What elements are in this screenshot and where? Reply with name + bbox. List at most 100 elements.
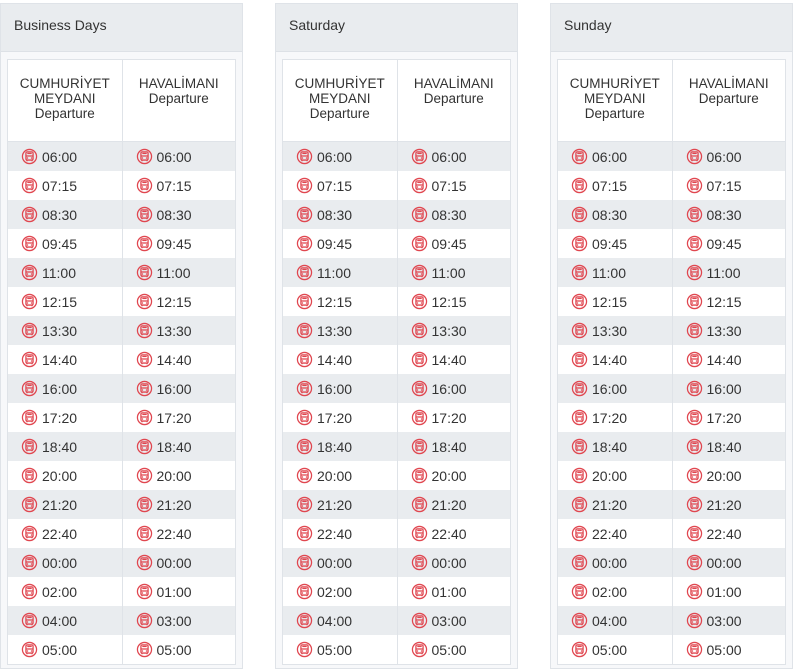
departure-time: 17:20	[42, 409, 78, 426]
departure-cell-cumhuriyet-meydani: 17:20	[8, 403, 122, 432]
departure-time: 06:00	[156, 148, 192, 165]
bus-icon	[686, 467, 702, 484]
bus-icon	[296, 148, 313, 165]
departure-time: 13:30	[431, 322, 467, 339]
departure-cell-cumhuriyet-meydani: 14:40	[283, 345, 397, 374]
departure-time: 11:00	[592, 264, 626, 281]
bus-icon	[411, 148, 427, 165]
table-row: 12:15 12:15	[558, 287, 785, 316]
table-row: 14:40 14:40	[558, 345, 785, 374]
departure-time: 18:40	[706, 438, 742, 455]
table-row: 09:45 09:45	[283, 229, 510, 258]
departure-cell-havalimani: 03:00	[671, 606, 786, 635]
departure-time: 20:00	[431, 467, 467, 484]
bus-icon	[296, 409, 313, 426]
departure-time: 07:15	[42, 177, 78, 194]
table-row: 04:00 03:00	[8, 606, 235, 635]
departure-cell-cumhuriyet-meydani: 08:30	[283, 200, 397, 229]
bus-icon	[296, 264, 313, 281]
departure-time: 20:00	[156, 467, 192, 484]
departure-time: 18:40	[431, 438, 467, 455]
departure-cell-cumhuriyet-meydani: 08:30	[8, 200, 122, 229]
table-row: 16:00 16:00	[283, 374, 510, 403]
departure-time: 05:00	[431, 641, 467, 658]
departure-cell-havalimani: 07:15	[396, 171, 511, 200]
departure-time: 16:00	[156, 380, 192, 397]
bus-icon	[686, 148, 702, 165]
panel-title: Sunday	[551, 4, 792, 52]
table-row: 18:40 18:40	[8, 432, 235, 461]
departure-time: 22:40	[431, 525, 467, 542]
departure-time: 04:00	[592, 612, 628, 629]
departure-time: 06:00	[317, 148, 353, 165]
departure-cell-havalimani: 13:30	[396, 316, 511, 345]
bus-icon	[21, 496, 38, 513]
bus-icon	[296, 206, 313, 223]
column-header-havalimani: HAVALİMANI Departure	[121, 60, 236, 141]
departure-cell-havalimani: 22:40	[121, 519, 236, 548]
table-row: 02:00 01:00	[8, 577, 235, 606]
departure-time: 20:00	[42, 467, 78, 484]
bus-icon	[21, 351, 38, 368]
bus-icon	[21, 322, 38, 339]
bus-icon	[571, 148, 588, 165]
departure-time: 21:20	[156, 496, 192, 513]
departure-time: 12:15	[592, 293, 628, 310]
bus-icon	[136, 612, 152, 629]
table-row: 00:00 00:00	[283, 548, 510, 577]
departure-time: 18:40	[592, 438, 628, 455]
table-row: 14:40 14:40	[8, 345, 235, 374]
departure-time: 05:00	[317, 641, 353, 658]
bus-icon	[571, 467, 588, 484]
departure-cell-cumhuriyet-meydani: 17:20	[283, 403, 397, 432]
departure-cell-havalimani: 07:15	[121, 171, 236, 200]
departure-cell-cumhuriyet-meydani: 08:30	[558, 200, 672, 229]
bus-icon	[571, 583, 588, 600]
bus-icon	[21, 235, 38, 252]
departure-cell-cumhuriyet-meydani: 21:20	[558, 490, 672, 519]
departure-cell-cumhuriyet-meydani: 02:00	[558, 577, 672, 606]
bus-icon	[686, 409, 702, 426]
table-body: 06:00 06:00 07:15 07:15 08:30 08:30 09:45 09:45…	[283, 142, 510, 664]
departure-cell-havalimani: 05:00	[396, 635, 511, 664]
departure-cell-cumhuriyet-meydani: 04:00	[283, 606, 397, 635]
bus-icon	[411, 206, 427, 223]
bus-icon	[686, 177, 702, 194]
bus-icon	[136, 322, 152, 339]
table-row: 21:20 21:20	[283, 490, 510, 519]
bus-icon	[21, 148, 38, 165]
bus-icon	[296, 612, 313, 629]
departure-cell-havalimani: 08:30	[121, 200, 236, 229]
departure-time: 22:40	[592, 525, 628, 542]
departure-cell-cumhuriyet-meydani: 22:40	[8, 519, 122, 548]
column-header-cumhuriyet-meydani: CUMHURİYET MEYDANI Departure	[19, 76, 110, 121]
bus-icon	[411, 641, 427, 658]
table-header: CUMHURİYET MEYDANI Departure HAVALİMANI …	[283, 60, 510, 142]
departure-time: 14:40	[431, 351, 467, 368]
departure-cell-havalimani: 06:00	[671, 142, 786, 171]
departure-time: 09:45	[42, 235, 78, 252]
departure-time: 05:00	[42, 641, 78, 658]
departure-cell-havalimani: 00:00	[671, 548, 786, 577]
bus-icon	[296, 467, 313, 484]
departure-time: 04:00	[42, 612, 78, 629]
departure-cell-havalimani: 16:00	[121, 374, 236, 403]
departure-time: 03:00	[431, 612, 467, 629]
departure-time: 12:15	[431, 293, 467, 310]
bus-icon	[21, 409, 38, 426]
bus-icon	[136, 380, 152, 397]
table-body: 06:00 06:00 07:15 07:15 08:30 08:30 09:45 09:45…	[558, 142, 785, 664]
departure-cell-havalimani: 06:00	[121, 142, 236, 171]
bus-icon	[571, 177, 588, 194]
table-row: 12:15 12:15	[283, 287, 510, 316]
bus-icon	[136, 525, 152, 542]
departure-time: 08:30	[592, 206, 628, 223]
table-row: 12:15 12:15	[8, 287, 235, 316]
departure-cell-havalimani: 08:30	[671, 200, 786, 229]
departure-time: 07:15	[317, 177, 353, 194]
departure-cell-havalimani: 17:20	[121, 403, 236, 432]
departure-time: 09:45	[317, 235, 353, 252]
table-row: 22:40 22:40	[283, 519, 510, 548]
departure-time: 18:40	[42, 438, 78, 455]
departure-cell-havalimani: 08:30	[396, 200, 511, 229]
